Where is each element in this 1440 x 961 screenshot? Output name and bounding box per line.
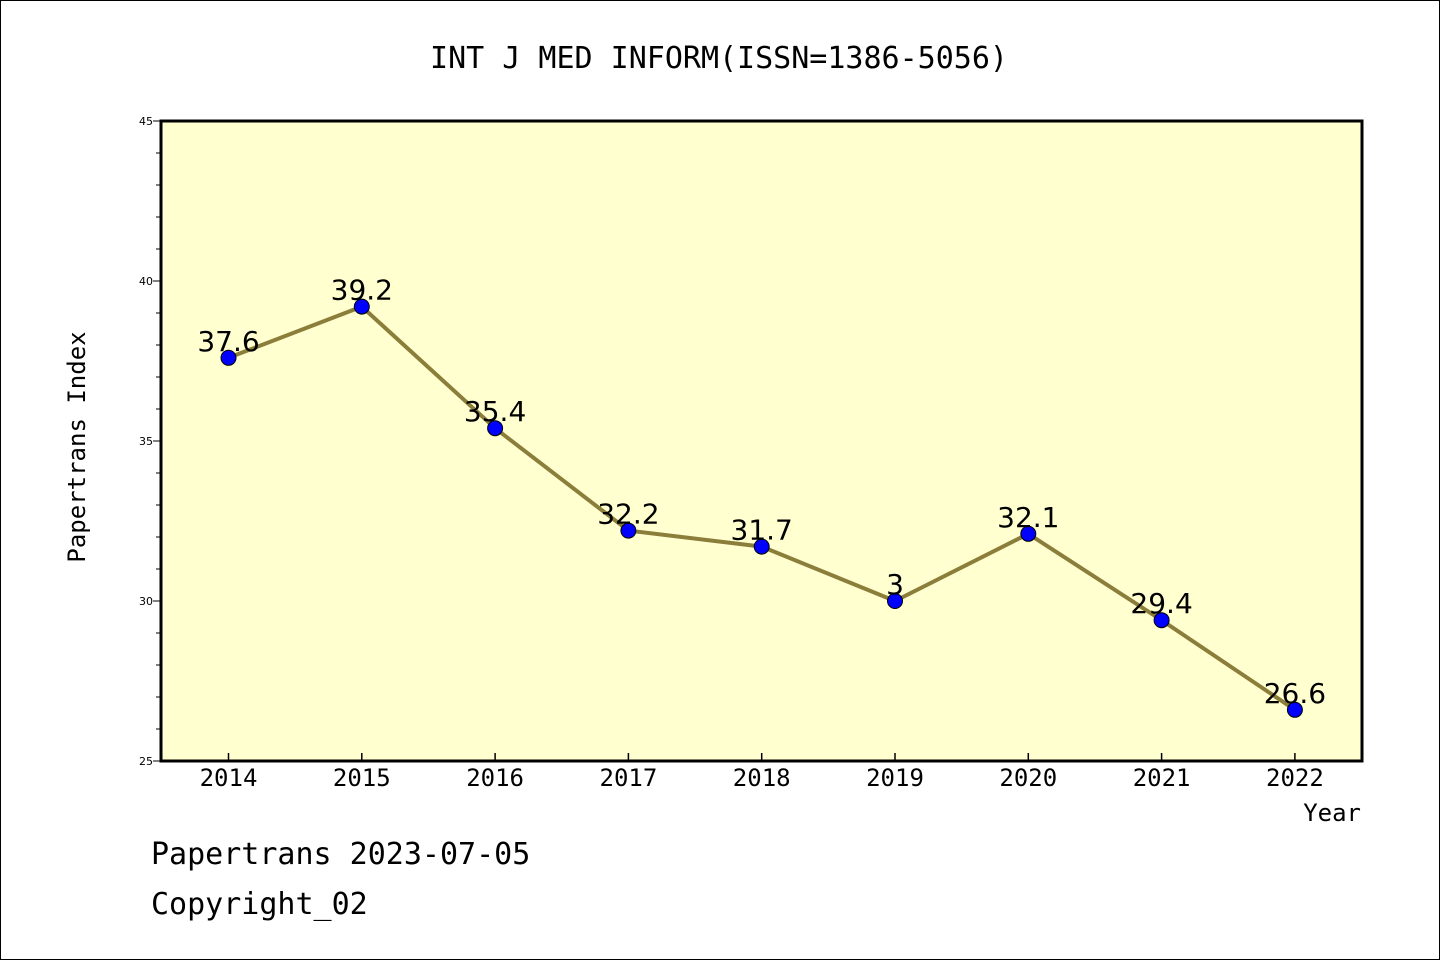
- data-point: [487, 420, 504, 437]
- data-label: 39.2: [331, 274, 393, 307]
- data-label: 3: [886, 568, 904, 601]
- plot-area: [159, 119, 1364, 763]
- y-axis-label: Papertrans Index: [63, 331, 91, 562]
- x-tick-label: 2017: [600, 764, 658, 792]
- x-axis: 2014 2015 2016 2017 2018 2019 2020 2021 2022: [200, 753, 1324, 792]
- y-tick-label: 45: [139, 115, 153, 128]
- data-points: [220, 298, 1303, 718]
- data-point: [1020, 525, 1037, 542]
- data-label: 35.4: [464, 395, 526, 428]
- data-point: [1286, 701, 1303, 718]
- data-point: [1153, 612, 1170, 629]
- x-tick-label: 2019: [866, 764, 924, 792]
- data-label: 37.6: [197, 325, 259, 358]
- x-tick-label: 2021: [1133, 764, 1191, 792]
- data-label: 32.2: [597, 498, 659, 531]
- y-axis: 25 30 35 40 45: [139, 115, 161, 768]
- footer-copyright: Copyright_02: [151, 887, 368, 922]
- data-label: 32.1: [997, 501, 1059, 534]
- footer-date: Papertrans 2023-07-05: [151, 837, 531, 872]
- data-point: [620, 522, 637, 539]
- x-tick-label: 2015: [333, 764, 391, 792]
- chart-title: INT J MED INFORM(ISSN=1386-5056): [430, 41, 1008, 76]
- x-tick-label: 2016: [466, 764, 524, 792]
- x-tick-label: 2020: [999, 764, 1057, 792]
- data-labels: 37.6 39.2 35.4 32.2 31.7 3 32.1 29.4 26.6: [197, 274, 1326, 710]
- x-tick-label: 2014: [200, 764, 258, 792]
- y-tick-label: 25: [139, 755, 153, 768]
- data-point: [353, 298, 370, 315]
- data-point: [220, 349, 237, 366]
- y-tick-label: 30: [139, 595, 153, 608]
- x-tick-label: 2022: [1266, 764, 1324, 792]
- data-label: 29.4: [1130, 587, 1192, 620]
- data-label: 31.7: [731, 514, 793, 547]
- data-label: 26.6: [1264, 677, 1326, 710]
- data-point: [887, 593, 903, 609]
- y-tick-label: 35: [139, 435, 153, 448]
- data-point: [753, 538, 770, 555]
- y-tick-label: 40: [139, 275, 153, 288]
- x-axis-label: Year: [1303, 799, 1361, 827]
- x-tick-label: 2018: [733, 764, 791, 792]
